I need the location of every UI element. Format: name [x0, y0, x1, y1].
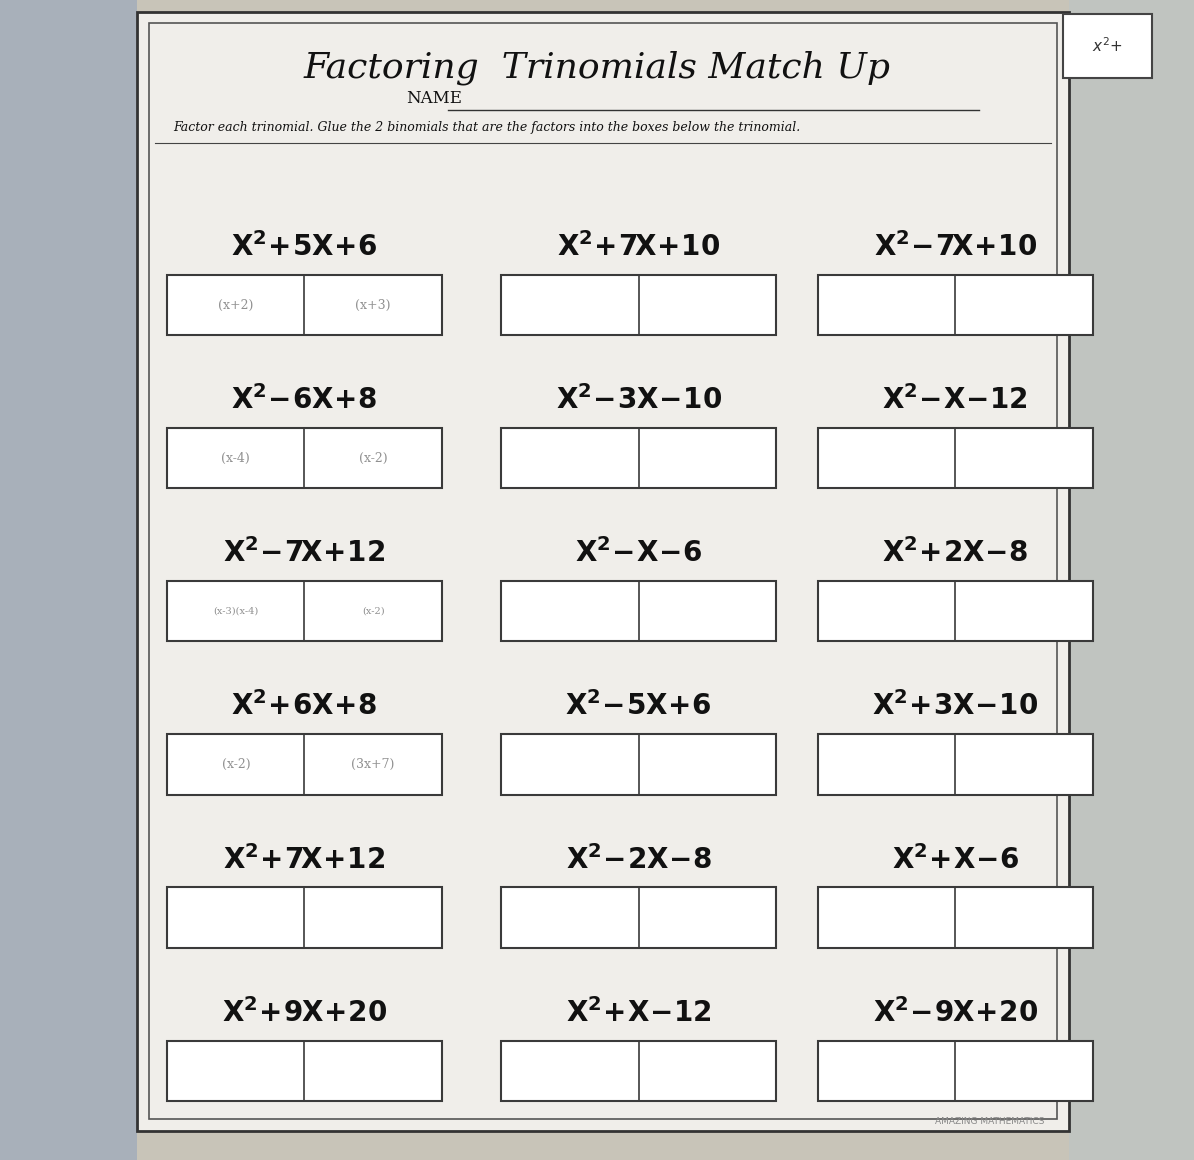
Text: $\mathbf{X^{2}\!-\!7X\!+\!10}$: $\mathbf{X^{2}\!-\!7X\!+\!10}$ — [874, 232, 1036, 262]
Text: $\mathbf{X^{2}\!+\!7X\!+\!10}$: $\mathbf{X^{2}\!+\!7X\!+\!10}$ — [558, 232, 720, 262]
Bar — [149, 23, 1057, 1119]
Text: NAME: NAME — [406, 90, 462, 107]
Bar — [167, 1041, 442, 1101]
Bar — [818, 1041, 1093, 1101]
Text: Factor each trinomial. Glue the 2 binomials that are the factors into the boxes : Factor each trinomial. Glue the 2 binomi… — [173, 121, 800, 135]
Polygon shape — [0, 0, 137, 1160]
Text: $\mathbf{X^{2}\!-\!6X\!+\!8}$: $\mathbf{X^{2}\!-\!6X\!+\!8}$ — [232, 385, 377, 415]
Text: $\mathbf{X^{2}\!+\!7X\!+\!12}$: $\mathbf{X^{2}\!+\!7X\!+\!12}$ — [223, 844, 386, 875]
Text: $\mathbf{X^{2}\!-\!2X\!-\!8}$: $\mathbf{X^{2}\!-\!2X\!-\!8}$ — [566, 844, 712, 875]
Text: $\mathbf{X^{2}\!+\!3X\!-\!10}$: $\mathbf{X^{2}\!+\!3X\!-\!10}$ — [872, 691, 1039, 722]
Text: Factoring  Trinomials Match Up: Factoring Trinomials Match Up — [303, 50, 891, 85]
Text: $\mathbf{X^{2}\!-\!3X\!-\!10}$: $\mathbf{X^{2}\!-\!3X\!-\!10}$ — [555, 385, 722, 415]
Text: (x+3): (x+3) — [356, 298, 390, 312]
Text: $\mathbf{X^{2}\!+\!5X\!+\!6}$: $\mathbf{X^{2}\!+\!5X\!+\!6}$ — [232, 232, 377, 262]
Bar — [818, 734, 1093, 795]
Bar — [501, 1041, 776, 1101]
Bar — [501, 887, 776, 948]
Text: $\mathbf{X^{2}\!+\!2X\!-\!8}$: $\mathbf{X^{2}\!+\!2X\!-\!8}$ — [882, 538, 1028, 568]
Text: $\mathbf{X^{2}\!-\!9X\!+\!20}$: $\mathbf{X^{2}\!-\!9X\!+\!20}$ — [873, 998, 1038, 1028]
Bar — [501, 428, 776, 488]
Bar — [137, 12, 1069, 1131]
Bar — [167, 734, 442, 795]
Bar — [501, 581, 776, 641]
Bar — [818, 275, 1093, 335]
Text: (x-2): (x-2) — [362, 607, 384, 616]
Text: (x+2): (x+2) — [219, 298, 253, 312]
Text: $\mathbf{X^{2}\!-\!7X\!+\!12}$: $\mathbf{X^{2}\!-\!7X\!+\!12}$ — [223, 538, 386, 568]
Text: (x-4): (x-4) — [221, 451, 251, 465]
Bar — [501, 734, 776, 795]
Bar — [818, 428, 1093, 488]
Bar — [167, 275, 442, 335]
Text: AMAZING MATHEMATICS: AMAZING MATHEMATICS — [935, 1117, 1045, 1126]
Text: (x-2): (x-2) — [359, 451, 387, 465]
Bar — [818, 581, 1093, 641]
Bar — [167, 581, 442, 641]
Text: (3x+7): (3x+7) — [351, 757, 395, 771]
Text: $\mathbf{X^{2}\!-\!X\!-\!12}$: $\mathbf{X^{2}\!-\!X\!-\!12}$ — [882, 385, 1028, 415]
Text: $\mathbf{X^{2}\!-\!5X\!+\!6}$: $\mathbf{X^{2}\!-\!5X\!+\!6}$ — [566, 691, 712, 722]
Text: $x^2\!+$: $x^2\!+$ — [1093, 36, 1122, 56]
Text: $\mathbf{X^{2}\!+\!X\!-\!6}$: $\mathbf{X^{2}\!+\!X\!-\!6}$ — [892, 844, 1018, 875]
Polygon shape — [1069, 0, 1194, 1160]
Bar — [167, 887, 442, 948]
Text: $\mathbf{X^{2}\!+\!6X\!+\!8}$: $\mathbf{X^{2}\!+\!6X\!+\!8}$ — [232, 691, 377, 722]
Bar — [167, 428, 442, 488]
Text: $\mathbf{X^{2}\!-\!X\!-\!6}$: $\mathbf{X^{2}\!-\!X\!-\!6}$ — [576, 538, 702, 568]
Bar — [501, 275, 776, 335]
Bar — [1063, 14, 1152, 78]
Text: (x-3)(x-4): (x-3)(x-4) — [214, 607, 258, 616]
Bar — [818, 887, 1093, 948]
Text: $\mathbf{X^{2}\!+\!X\!-\!12}$: $\mathbf{X^{2}\!+\!X\!-\!12}$ — [566, 998, 712, 1028]
Text: $\mathbf{X^{2}\!+\!9X\!+\!20}$: $\mathbf{X^{2}\!+\!9X\!+\!20}$ — [222, 998, 387, 1028]
Text: (x-2): (x-2) — [222, 757, 250, 771]
